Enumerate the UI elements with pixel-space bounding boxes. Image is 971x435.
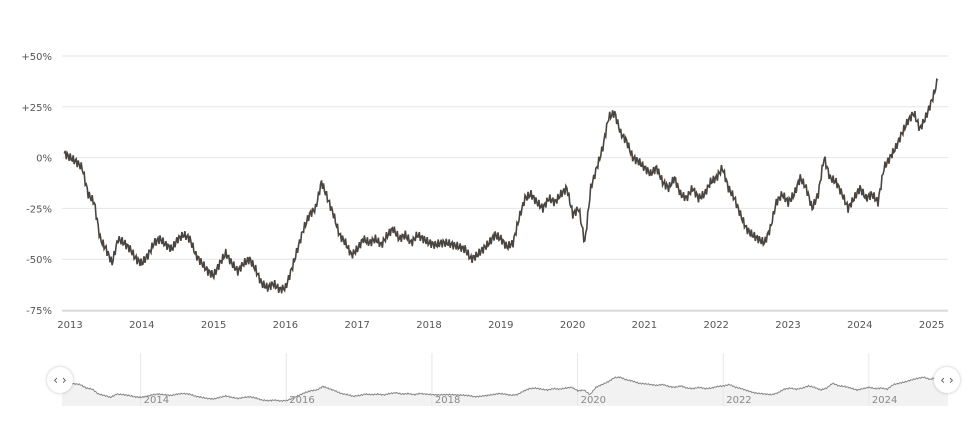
x-tick-label: 2016 — [273, 320, 298, 331]
navigator-left-handle[interactable]: ‹ › — [47, 367, 73, 393]
x-tick-label: 2020 — [560, 320, 585, 331]
navigator-label: 2024 — [872, 395, 897, 406]
y-tick-label: -25% — [26, 204, 52, 215]
navigator-line — [61, 372, 949, 403]
y-tick-label: -50% — [26, 255, 52, 266]
x-tick-label: 2014 — [129, 320, 154, 331]
x-tick-label: 2023 — [775, 320, 800, 331]
y-tick-label: +50% — [21, 52, 52, 63]
navigator-area — [62, 372, 948, 406]
navigator-label: 2022 — [726, 395, 751, 406]
y-tick-label: +25% — [21, 103, 52, 114]
y-tick-label: 0% — [36, 154, 52, 165]
x-tick-label: 2022 — [703, 320, 728, 331]
x-tick-label: 2021 — [632, 320, 657, 331]
y-tick-label: -75% — [26, 306, 52, 317]
x-tick-label: 2019 — [488, 320, 513, 331]
navigator-label: 2020 — [581, 395, 606, 406]
series-line-performance — [63, 77, 939, 294]
x-tick-label: 2018 — [416, 320, 441, 331]
x-tick-label: 2025 — [919, 320, 944, 331]
navigator-right-handle[interactable]: ‹ › — [934, 367, 960, 393]
x-tick-label: 2013 — [57, 320, 82, 331]
navigator-label: 2014 — [144, 395, 169, 406]
navigator-label: 2016 — [289, 395, 314, 406]
x-tick-label: 2015 — [201, 320, 226, 331]
navigator-label: 2018 — [435, 395, 460, 406]
x-tick-label: 2017 — [344, 320, 369, 331]
x-tick-label: 2024 — [847, 320, 872, 331]
